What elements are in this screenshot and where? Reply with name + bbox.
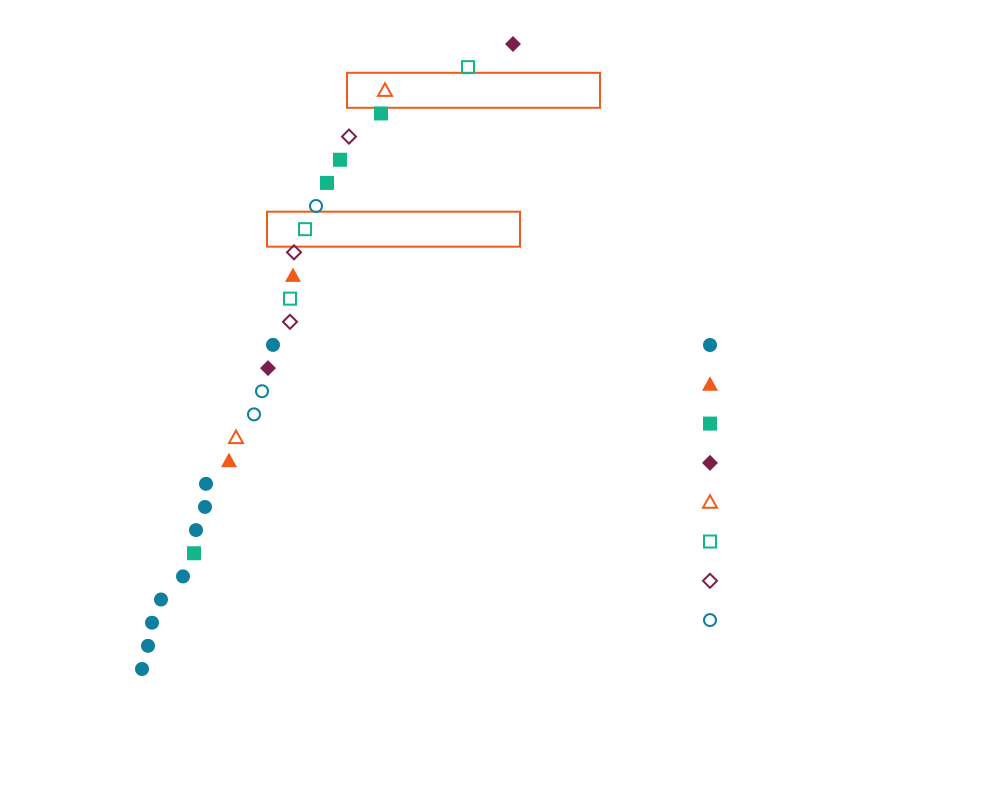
point (154, 592, 168, 607)
point (266, 337, 280, 352)
point (145, 615, 159, 630)
point (176, 569, 190, 584)
point (135, 662, 149, 676)
point (505, 36, 521, 52)
legend-marker (703, 416, 717, 431)
point (298, 222, 312, 237)
point (260, 360, 276, 377)
legend-marker (702, 454, 718, 471)
point (255, 384, 269, 399)
point (376, 81, 394, 97)
point (285, 243, 303, 261)
legend-marker (703, 338, 717, 352)
point (281, 313, 299, 331)
point (221, 452, 237, 468)
point (333, 152, 347, 167)
point (247, 407, 261, 422)
highlight-box (346, 71, 601, 109)
legend-marker (703, 534, 717, 549)
point (461, 60, 475, 75)
legend-marker (701, 493, 719, 509)
point (141, 638, 155, 653)
point (198, 499, 212, 514)
point (199, 476, 213, 491)
point (320, 175, 334, 190)
point (187, 546, 201, 561)
point (283, 291, 297, 306)
highlight-box (266, 210, 521, 248)
legend-marker (702, 376, 718, 391)
legend-marker (703, 613, 717, 628)
point (285, 267, 301, 282)
point (189, 523, 203, 538)
point (340, 128, 358, 146)
legend-marker (701, 572, 719, 590)
point (374, 106, 388, 121)
point (309, 199, 323, 214)
point (227, 428, 245, 445)
